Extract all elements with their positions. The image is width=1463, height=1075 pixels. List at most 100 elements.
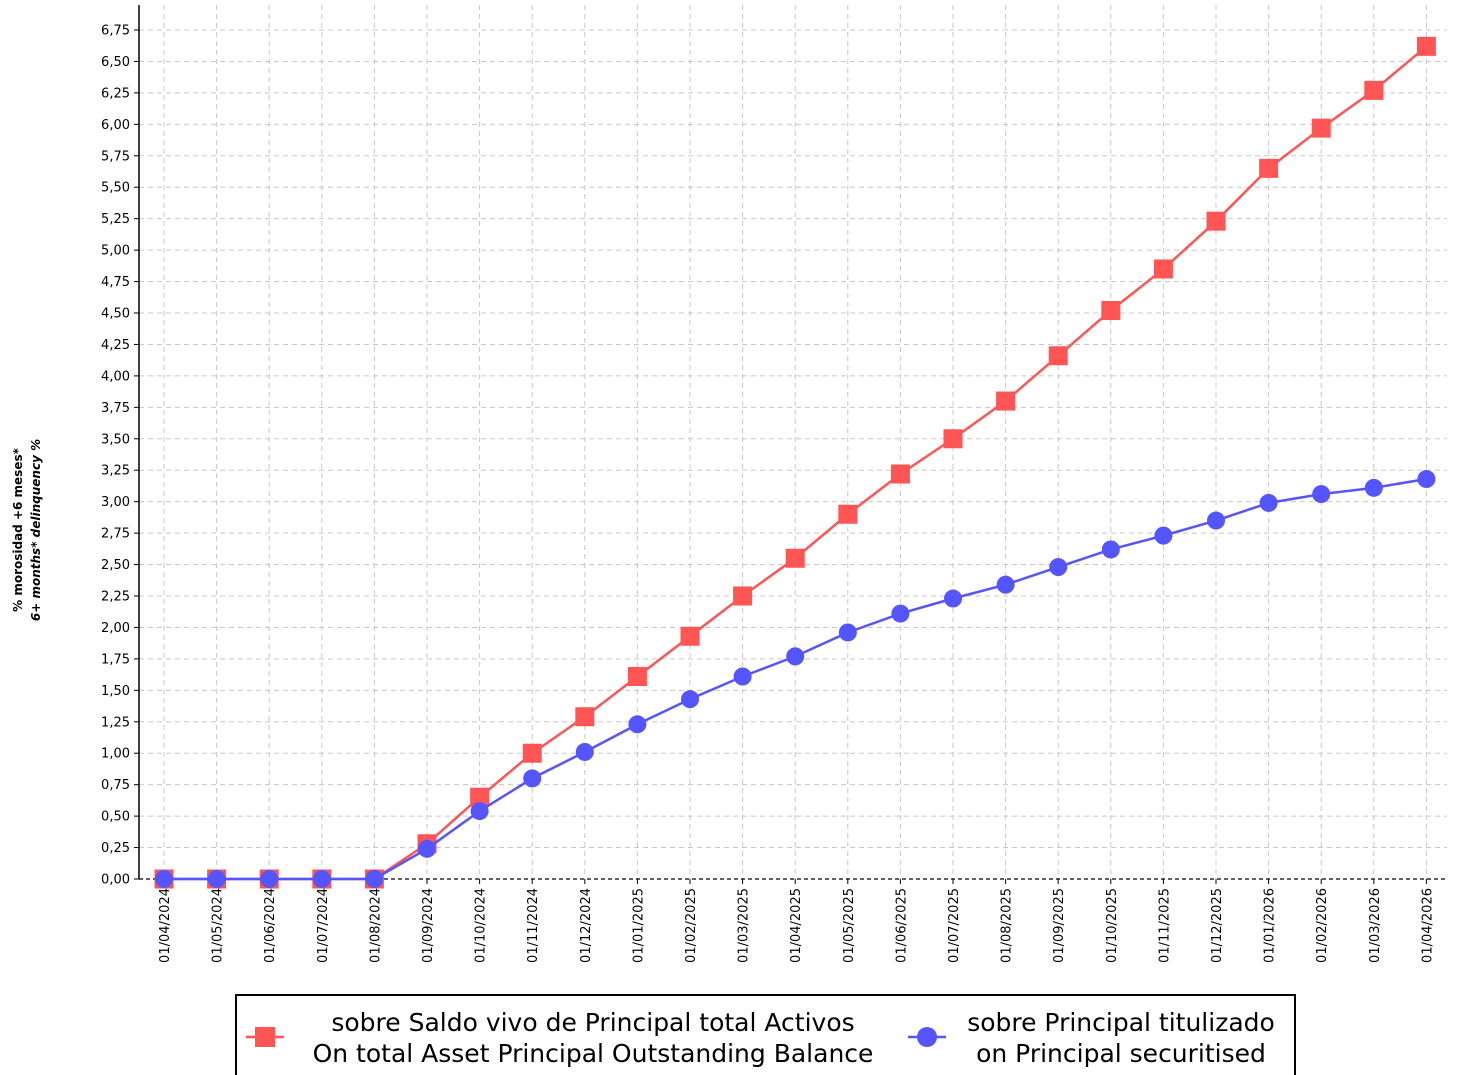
y-axis-title: % morosidad +6 meses* 6+ months* delinqu…	[11, 439, 43, 621]
data-point-series-2	[944, 589, 962, 608]
y-tick-label: 4,00	[101, 369, 130, 384]
x-tick-label: 01/04/2024	[158, 888, 173, 963]
data-point-series-1	[838, 504, 858, 524]
data-point-series-2	[786, 647, 805, 666]
legend-swatch-square-red	[255, 1027, 275, 1047]
data-point-series-2	[891, 604, 910, 623]
x-tick-label: 01/10/2024	[474, 888, 489, 963]
grid-lines	[139, 5, 1447, 879]
y-tick-label: 3,75	[101, 401, 130, 416]
x-tick-label: 01/12/2024	[579, 888, 594, 963]
y-tick-label: 3,00	[101, 495, 130, 510]
y-tick-label: 4,25	[101, 338, 130, 353]
legend-label-series-1-en: On total Asset Principal Outstanding Bal…	[313, 1039, 874, 1068]
y-tick-label: 1,75	[101, 652, 130, 667]
y-tick-label: 5,75	[101, 149, 130, 164]
data-point-series-1	[575, 707, 595, 727]
x-tick-label: 01/09/2025	[1052, 888, 1067, 963]
x-tick-label: 01/05/2024	[211, 888, 226, 963]
y-tick-label: 2,00	[101, 621, 130, 636]
data-point-series-1	[996, 391, 1016, 411]
data-point-series-2	[1312, 485, 1331, 504]
y-tick-label: 3,50	[101, 432, 130, 447]
legend-label-series-1-es: sobre Saldo vivo de Principal total Acti…	[331, 1008, 854, 1037]
x-tick-label: 01/03/2025	[737, 888, 752, 963]
x-tick-label: 01/08/2024	[368, 888, 383, 963]
x-tick-label: 01/10/2025	[1105, 888, 1120, 963]
data-point-series-2	[1259, 493, 1278, 512]
x-tick-label: 01/04/2025	[789, 888, 804, 963]
data-point-series-1	[890, 464, 910, 484]
y-axis-ticks: 0,00 0,25 0,50 0,75 1,00 1,25 1,50 1,75 2,00 2,25…	[101, 24, 139, 888]
y-tick-label: 4,50	[101, 307, 130, 322]
data-point-series-1	[785, 548, 805, 568]
x-tick-label: 01/09/2024	[421, 888, 436, 963]
y-tick-label: 4,75	[101, 275, 130, 290]
data-point-series-2	[733, 667, 752, 686]
x-tick-label: 01/06/2024	[263, 888, 278, 963]
data-point-series-2	[523, 769, 542, 788]
y-tick-label: 2,75	[101, 527, 130, 542]
data-point-series-1	[943, 429, 963, 449]
x-tick-label: 01/03/2026	[1368, 888, 1383, 963]
data-point-series-1	[1101, 300, 1121, 320]
y-tick-label: 3,25	[101, 464, 130, 479]
data-point-series-1	[1416, 36, 1436, 56]
y-tick-label: 0,25	[101, 841, 130, 856]
data-point-series-1	[522, 743, 542, 763]
legend-label-series-2-en: on Principal securitised	[976, 1039, 1266, 1068]
y-tick-label: 1,50	[101, 684, 130, 699]
legend: sobre Saldo vivo de Principal total Acti…	[235, 994, 1296, 1075]
x-axis-ticks: 01/04/2024 01/05/2024 01/06/2024 01/07/2024…	[158, 879, 1435, 963]
data-point-series-2	[207, 870, 226, 888]
x-tick-label: 01/07/2025	[947, 888, 962, 963]
y-tick-label: 0,00	[101, 873, 130, 888]
legend-frame	[235, 994, 1296, 1075]
data-point-series-2	[365, 870, 384, 888]
data-point-series-1	[680, 626, 700, 646]
data-point-series-2	[681, 690, 699, 709]
y-tick-label: 6,50	[101, 55, 130, 70]
axes	[138, 5, 1447, 880]
y-tick-label: 5,25	[101, 212, 130, 227]
data-point-series-2	[1101, 540, 1120, 559]
y-tick-label: 2,50	[101, 558, 130, 573]
data-point-series-2	[575, 742, 594, 761]
data-point-series-1	[733, 586, 753, 606]
x-tick-label: 01/02/2026	[1315, 888, 1330, 963]
data-point-series-1	[1311, 118, 1331, 138]
x-tick-label: 01/01/2026	[1263, 888, 1278, 963]
y-tick-label: 5,50	[101, 181, 130, 196]
y-tick-label: 6,75	[101, 24, 130, 39]
x-tick-label: 01/06/2025	[894, 888, 909, 963]
data-point-series-1	[627, 666, 647, 686]
x-tick-label: 01/07/2024	[316, 888, 331, 963]
data-point-series-2	[418, 839, 436, 858]
data-point-series-2	[1207, 511, 1225, 530]
data-point-series-2	[155, 870, 173, 888]
y-tick-label: 0,50	[101, 810, 130, 825]
x-tick-label: 01/02/2025	[684, 888, 699, 963]
y-tick-label: 6,00	[101, 118, 130, 133]
data-point-series-2	[260, 870, 279, 888]
data-point-series-2	[312, 870, 331, 888]
x-tick-label: 01/04/2026	[1420, 888, 1435, 963]
x-tick-label: 01/08/2025	[1000, 888, 1015, 963]
y-tick-label: 2,25	[101, 590, 130, 605]
y-tick-label: 6,25	[101, 86, 130, 101]
data-point-series-2	[996, 575, 1015, 594]
data-point-series-1	[1206, 211, 1226, 231]
y-tick-label: 1,00	[101, 747, 130, 762]
data-point-series-2	[1417, 470, 1436, 489]
x-tick-label: 01/11/2024	[526, 888, 541, 963]
data-point-series-2	[1049, 558, 1068, 577]
data-point-series-1	[1153, 259, 1173, 279]
data-point-series-2	[1364, 478, 1383, 497]
x-tick-label: 01/12/2025	[1210, 888, 1225, 963]
data-point-series-2	[838, 623, 857, 642]
data-point-series-1	[1259, 158, 1279, 178]
y-tick-label: 1,25	[101, 715, 130, 730]
y-axis-label-es: % morosidad +6 meses*	[11, 447, 25, 611]
data-point-series-2	[470, 802, 489, 821]
